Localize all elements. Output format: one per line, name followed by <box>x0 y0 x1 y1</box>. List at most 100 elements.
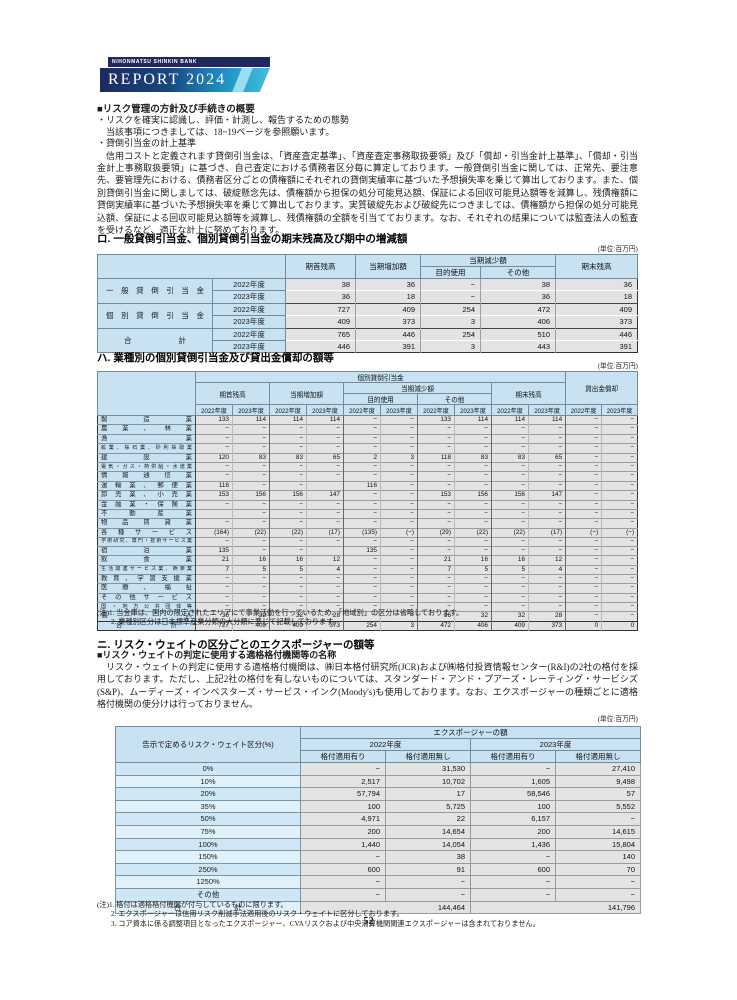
value-cell: 5,552 <box>555 799 641 814</box>
unit-label-wrap-2: (単位:百万円) <box>97 360 638 370</box>
value-cell: 116 <box>343 480 381 491</box>
unit-label-2: (単位:百万円) <box>597 363 638 370</box>
value-cell: − <box>565 462 602 472</box>
value-cell: − <box>232 546 270 556</box>
reserve-table-row: 個別貸倒引当金 2022年度 727 409 254 472 409 <box>97 302 638 329</box>
year-header-cell: 2023年度 <box>454 404 492 416</box>
value-cell: − <box>380 611 418 622</box>
industry-table-row: 飲食業 21 16 16 12− −21 16 16 12− − <box>97 555 638 566</box>
value-cell: 100 <box>470 799 556 814</box>
industry-table-row: 個人 36 32 32 28− −36 32 32 28− − <box>97 611 638 622</box>
value-cell: 21 <box>195 555 233 566</box>
value-cell: − <box>565 537 602 547</box>
value-cell: 135 <box>195 546 233 556</box>
value-cell: 65 <box>306 452 344 463</box>
industry-table-row: 建設業 120 83 83 65 2 3 118 83 83 65− − <box>97 452 638 463</box>
value-cell: − <box>232 573 270 584</box>
value-cell: 12 <box>527 555 566 566</box>
value-cell: (−) <box>565 527 602 538</box>
total-value-cell: 144,464 <box>300 900 471 915</box>
value-cell: − <box>491 509 529 519</box>
value-cell: − <box>385 875 471 889</box>
value-cell: 153 <box>417 490 455 501</box>
table-header-row: 期首残高 当期増加額 当期減少額 期末残高 <box>97 254 638 279</box>
value-cell: − <box>195 462 233 472</box>
value-cell: − <box>527 537 566 547</box>
value-cell: − <box>417 592 455 603</box>
value-cell: 36 <box>195 611 233 622</box>
value-cell: − <box>454 443 492 454</box>
value-cell: 38 <box>285 277 356 291</box>
value-cell: − <box>527 462 566 472</box>
value-cell: 200 <box>300 824 386 839</box>
value-cell: − <box>454 462 492 472</box>
value-cell: 254 <box>420 302 481 316</box>
value-cell: 391 <box>355 340 421 353</box>
value-cell: − <box>491 462 529 472</box>
value-cell: 0 <box>601 620 638 631</box>
industry-label: 漁業 <box>97 433 196 444</box>
year-header-cell: 2022年度 <box>491 404 529 416</box>
industry-table-row: 情報通信業 − − − − − − − − − − − − <box>97 471 638 482</box>
value-cell: − <box>306 462 344 472</box>
value-cell: − <box>565 611 602 622</box>
value-cell: − <box>454 433 492 444</box>
col-header-purpose: 目的使用 <box>343 393 418 405</box>
value-cell: − <box>601 611 638 622</box>
value-cell: − <box>491 573 529 584</box>
value-cell: − <box>555 887 641 902</box>
value-cell: − <box>454 601 492 612</box>
value-cell: − <box>527 424 566 435</box>
blank-header-cell <box>97 371 196 416</box>
risk-weight-label: 100% <box>115 837 301 852</box>
value-cell: 83 <box>269 452 307 463</box>
intro-heading: ■リスク管理の方針及び手続きの概要 <box>97 104 255 115</box>
year-header-2023: 2023年度 <box>470 738 641 751</box>
value-cell: 5 <box>232 564 270 575</box>
value-cell: − <box>470 762 556 776</box>
sub-header-unrated: 格付適用無し <box>385 750 471 763</box>
value-cell: − <box>269 443 307 454</box>
value-cell: − <box>601 546 638 556</box>
value-cell: − <box>601 414 638 425</box>
section-ro-heading: ロ. 一般貸倒引当金、個別貸倒引当金の期末残高及び期中の増減額 <box>97 233 408 245</box>
value-cell: 254 <box>343 620 381 631</box>
value-cell: 114 <box>454 414 492 425</box>
note-line: 2. 業種別区分は日本標準産業分類の大分類に準じて記載しております。 <box>111 618 340 627</box>
col-header-other: その他 <box>480 266 556 279</box>
report-banner: REPORT 2024 <box>100 68 270 92</box>
value-cell: − <box>343 583 381 593</box>
col-header-other: その他 <box>417 393 492 405</box>
industry-table-row: 製造業 133 114 114 114− −133 114 114 114− − <box>97 414 638 425</box>
industry-label: 学術研究、専門・技術サービス業 <box>97 537 196 547</box>
value-cell: 472 <box>480 302 556 316</box>
value-cell: − <box>300 850 386 864</box>
industry-table-row: 学術研究、専門・技術サービス業 − − − − − − − − − − − − <box>97 537 638 547</box>
risk-weight-row: 50% 4,971 22 6,157− <box>115 812 641 826</box>
value-cell: 27,410 <box>555 762 641 776</box>
value-cell: − <box>417 601 455 612</box>
page-number: 52 <box>363 916 374 927</box>
value-cell: 446 <box>285 340 356 353</box>
value-cell: − <box>232 601 270 612</box>
value-cell: 3 <box>420 340 481 353</box>
col-header-decrease: 当期減少額 <box>420 254 556 267</box>
value-cell: − <box>527 471 566 482</box>
value-cell: 120 <box>195 452 233 463</box>
value-cell: − <box>527 583 566 593</box>
total-label: 合 計 <box>115 900 301 915</box>
note-line: (注)1. 当金庫は、国内の限定されたエリアにて事業活動を行っているため、「地域… <box>97 609 464 617</box>
value-cell: − <box>454 471 492 482</box>
value-cell: − <box>454 583 492 593</box>
value-cell: − <box>343 462 381 472</box>
value-cell: 17 <box>385 787 471 801</box>
unit-label-wrap-3: (単位:百万円) <box>97 713 638 723</box>
value-cell: − <box>417 480 455 491</box>
value-cell: 200 <box>470 824 556 839</box>
value-cell: 32 <box>232 611 270 622</box>
value-cell: 91 <box>385 862 471 877</box>
value-cell: 57 <box>555 787 641 801</box>
value-cell: − <box>454 499 492 510</box>
value-cell: − <box>195 601 233 612</box>
year-header-cell: 2022年度 <box>417 404 455 416</box>
